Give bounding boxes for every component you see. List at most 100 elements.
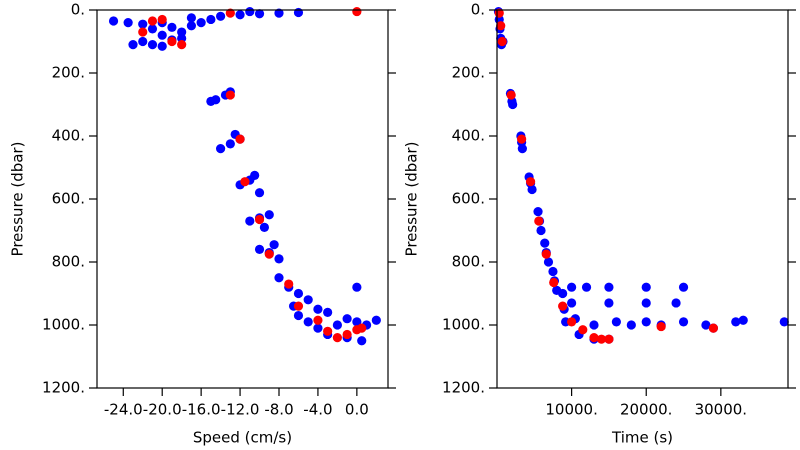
data-point (342, 314, 352, 324)
x-axis-title: Time (s) (611, 429, 673, 447)
data-point (123, 18, 133, 28)
data-point (167, 22, 177, 32)
y-tick-label: 400. (52, 127, 85, 145)
data-point (147, 24, 158, 34)
data-point (264, 249, 274, 259)
data-point (313, 315, 323, 325)
data-point (352, 282, 362, 292)
data-point (604, 298, 614, 308)
data-point (626, 320, 636, 330)
data-point (177, 33, 187, 43)
data-point (274, 254, 284, 264)
data-point (589, 320, 599, 330)
data-point (533, 207, 543, 217)
data-point (186, 13, 197, 23)
data-point (371, 315, 381, 325)
data-point (604, 282, 614, 292)
data-point (738, 315, 748, 325)
data-point (157, 14, 167, 25)
data-point (527, 184, 537, 195)
x-tick-label: -12.0 (221, 401, 260, 419)
data-point (216, 11, 226, 21)
data-point (264, 210, 274, 220)
data-point (567, 317, 577, 327)
data-point (332, 320, 342, 330)
data-point (274, 8, 284, 18)
data-point (567, 298, 577, 308)
data-point (357, 323, 367, 333)
data-point (313, 304, 323, 314)
y-tick-label: 0. (71, 1, 85, 19)
data-point (245, 216, 255, 226)
x-axis-title: Speed (cm/s) (193, 429, 292, 447)
y-tick-label: 1200. (42, 379, 85, 397)
data-point (128, 40, 138, 50)
data-point (517, 144, 527, 154)
data-point (596, 334, 607, 344)
data-point (250, 170, 260, 180)
y-tick-label: 1000. (42, 316, 85, 334)
data-point (541, 249, 551, 259)
y-tick-label: 1000. (442, 316, 485, 334)
x-tick-label: 30000. (695, 401, 748, 419)
data-point (254, 188, 265, 198)
x-tick-label: 10000. (545, 401, 598, 419)
x-tick-label: -8.0 (264, 401, 293, 419)
data-point (536, 225, 546, 236)
data-point (269, 240, 279, 250)
data-point (177, 27, 187, 37)
data-point (225, 90, 235, 100)
data-point (641, 298, 651, 308)
data-point (216, 144, 226, 154)
y-tick-label: 800. (452, 253, 485, 271)
y-axis-title: Pressure (dbar) (403, 142, 421, 257)
data-point (186, 21, 197, 31)
y-tick-label: 200. (452, 64, 485, 82)
data-point (779, 317, 789, 327)
data-point (558, 301, 568, 311)
y-tick-label: 800. (52, 253, 85, 271)
data-point (293, 7, 304, 18)
data-point (293, 301, 304, 311)
data-point (157, 41, 167, 51)
data-point (641, 282, 651, 292)
data-point (303, 317, 313, 327)
data-point (259, 222, 269, 232)
data-point (196, 18, 206, 28)
data-point (254, 214, 265, 225)
data-point (581, 282, 592, 292)
data-point (352, 317, 362, 327)
data-point (293, 288, 304, 299)
data-point (235, 10, 245, 20)
data-point (206, 14, 216, 25)
data-point (254, 244, 265, 254)
y-tick-label: 200. (52, 64, 85, 82)
data-point (147, 40, 158, 50)
data-point (506, 90, 516, 100)
data-point (323, 307, 333, 317)
y-tick-label: 0. (471, 1, 485, 19)
data-point (254, 9, 265, 19)
data-point (138, 27, 148, 37)
y-tick-label: 600. (452, 190, 485, 208)
data-point (549, 277, 559, 288)
data-point (138, 36, 148, 47)
data-point (211, 95, 221, 105)
plot-frame (496, 9, 789, 389)
data-point (342, 329, 352, 340)
x-tick-label: -20.0 (143, 401, 182, 419)
data-point (731, 317, 741, 327)
data-point (352, 6, 362, 17)
x-tick-label: -16.0 (182, 401, 221, 419)
data-point (540, 238, 550, 248)
data-point (656, 321, 666, 332)
data-point (534, 216, 544, 226)
data-point (497, 36, 507, 47)
data-point (240, 177, 250, 187)
data-point (274, 273, 284, 283)
data-point (225, 139, 235, 149)
y-tick-label: 600. (52, 190, 85, 208)
data-point (589, 333, 599, 343)
data-point (235, 134, 245, 144)
